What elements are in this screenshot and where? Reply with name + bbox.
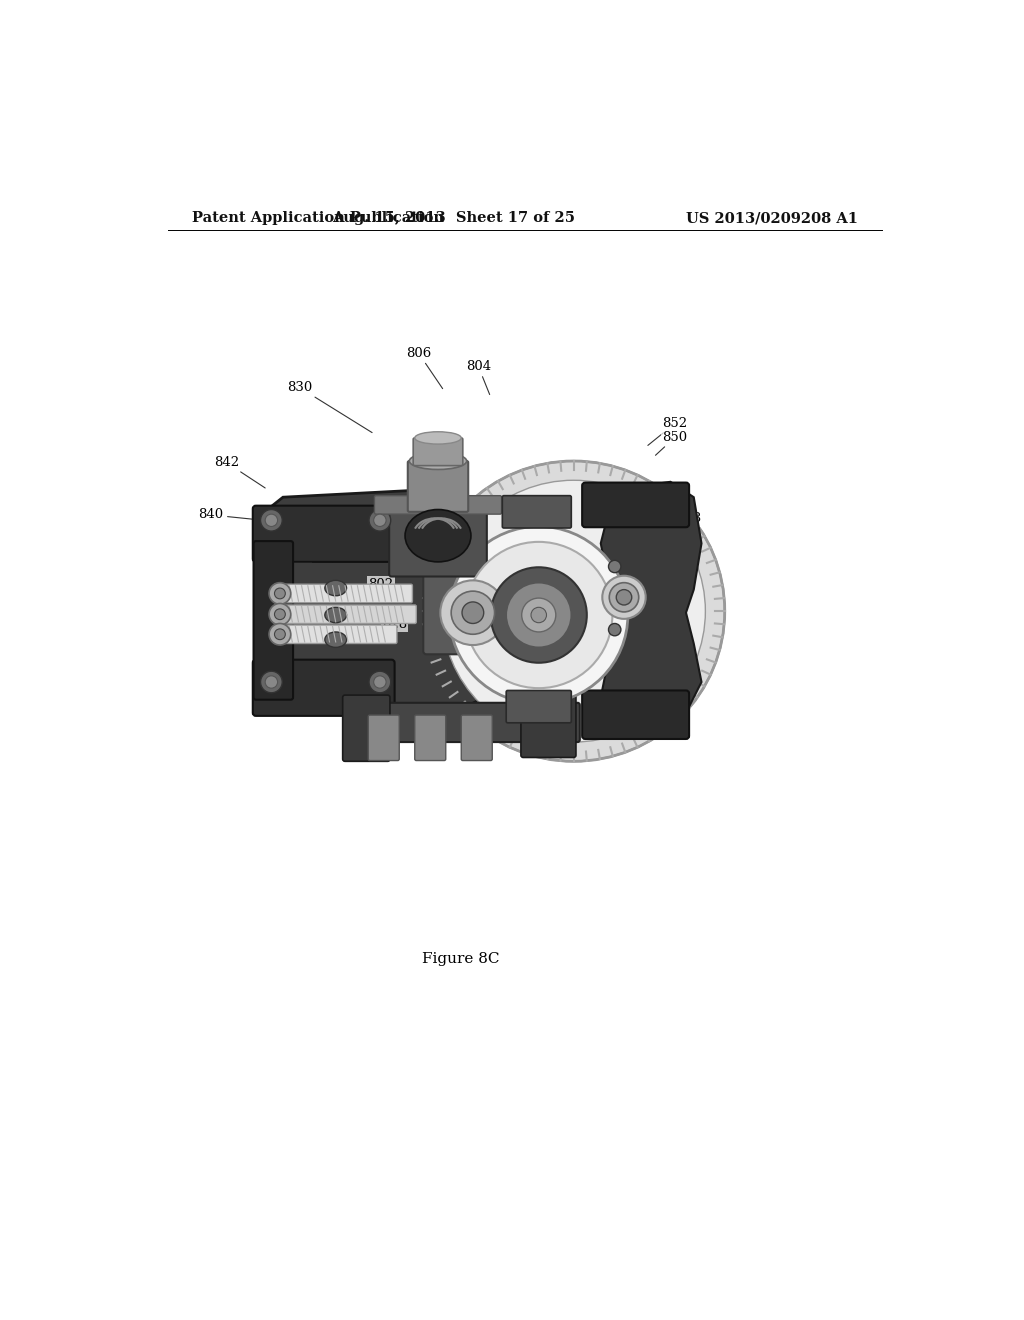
FancyBboxPatch shape <box>506 690 571 723</box>
Circle shape <box>265 676 278 688</box>
FancyBboxPatch shape <box>254 541 293 700</box>
Circle shape <box>450 527 628 704</box>
Text: 838: 838 <box>478 606 504 631</box>
Text: 848: 848 <box>644 512 701 527</box>
FancyBboxPatch shape <box>273 605 417 623</box>
Text: 850: 850 <box>655 430 688 455</box>
Text: 806: 806 <box>406 347 442 388</box>
FancyBboxPatch shape <box>253 660 394 715</box>
Circle shape <box>442 480 706 742</box>
Ellipse shape <box>325 581 346 595</box>
Text: 830: 830 <box>288 381 372 433</box>
FancyBboxPatch shape <box>408 461 468 512</box>
Circle shape <box>465 541 612 688</box>
Circle shape <box>616 590 632 605</box>
FancyBboxPatch shape <box>423 564 542 655</box>
Polygon shape <box>601 482 701 721</box>
Circle shape <box>490 568 587 663</box>
Circle shape <box>608 560 621 573</box>
FancyBboxPatch shape <box>273 585 413 603</box>
FancyBboxPatch shape <box>375 496 502 515</box>
Circle shape <box>269 623 291 645</box>
Circle shape <box>274 609 286 619</box>
Circle shape <box>602 576 646 619</box>
Text: 834: 834 <box>257 558 304 577</box>
Text: Patent Application Publication: Patent Application Publication <box>191 211 443 226</box>
Ellipse shape <box>415 432 461 444</box>
FancyBboxPatch shape <box>583 690 689 739</box>
Text: 412: 412 <box>612 598 648 615</box>
Text: 860: 860 <box>549 597 589 615</box>
FancyBboxPatch shape <box>253 506 394 562</box>
Circle shape <box>369 510 391 531</box>
Ellipse shape <box>325 607 346 623</box>
FancyBboxPatch shape <box>358 702 580 742</box>
Circle shape <box>260 671 283 693</box>
Circle shape <box>423 461 725 762</box>
FancyBboxPatch shape <box>461 715 493 760</box>
FancyBboxPatch shape <box>415 715 445 760</box>
Ellipse shape <box>325 632 346 647</box>
Text: US 2013/0209208 A1: US 2013/0209208 A1 <box>686 211 858 226</box>
Text: 802: 802 <box>368 569 395 591</box>
Circle shape <box>440 581 506 645</box>
Circle shape <box>609 582 639 612</box>
Circle shape <box>265 515 278 527</box>
Text: 828: 828 <box>382 606 408 631</box>
Circle shape <box>521 598 556 632</box>
Circle shape <box>274 589 286 599</box>
Polygon shape <box>256 490 515 721</box>
Text: 832: 832 <box>286 548 333 562</box>
Circle shape <box>608 623 621 636</box>
FancyBboxPatch shape <box>343 696 390 762</box>
Circle shape <box>506 582 571 647</box>
FancyBboxPatch shape <box>369 715 399 760</box>
Ellipse shape <box>410 453 467 470</box>
Ellipse shape <box>406 510 471 562</box>
Text: 842: 842 <box>214 455 265 488</box>
Circle shape <box>369 671 391 693</box>
Text: 846: 846 <box>454 568 483 581</box>
FancyBboxPatch shape <box>503 496 571 528</box>
FancyBboxPatch shape <box>273 626 397 644</box>
Circle shape <box>452 591 495 635</box>
Circle shape <box>462 602 483 623</box>
Text: 804: 804 <box>466 360 490 395</box>
Circle shape <box>260 510 283 531</box>
FancyBboxPatch shape <box>521 692 575 758</box>
Text: 840: 840 <box>199 508 261 521</box>
Circle shape <box>374 515 386 527</box>
Text: Aug. 15, 2013  Sheet 17 of 25: Aug. 15, 2013 Sheet 17 of 25 <box>332 211 575 226</box>
Circle shape <box>269 582 291 605</box>
Circle shape <box>374 676 386 688</box>
FancyBboxPatch shape <box>389 503 486 577</box>
Circle shape <box>531 607 547 623</box>
FancyBboxPatch shape <box>583 483 689 527</box>
FancyBboxPatch shape <box>414 438 463 466</box>
Circle shape <box>269 603 291 626</box>
Circle shape <box>274 628 286 640</box>
Text: 852: 852 <box>648 417 688 445</box>
Text: Figure 8C: Figure 8C <box>423 952 500 966</box>
